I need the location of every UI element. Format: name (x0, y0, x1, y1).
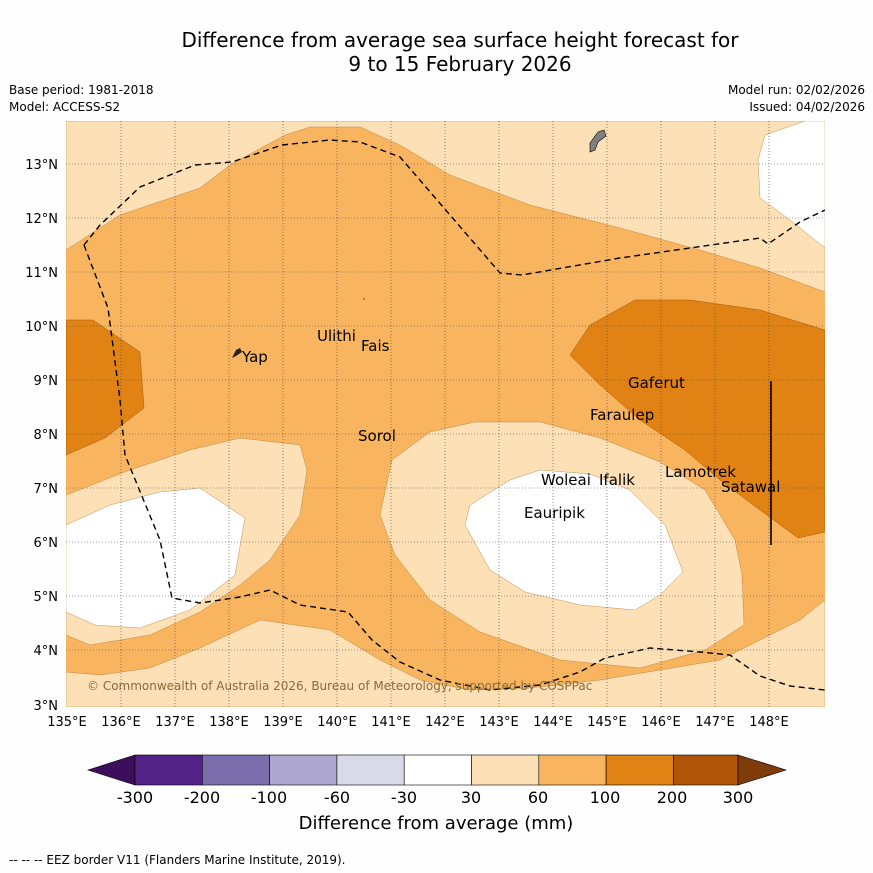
lon-label: 144°E (533, 715, 573, 730)
lat-label: 9°N (34, 374, 59, 389)
anomaly-30-60-south-strip (66, 599, 825, 707)
lon-label: 147°E (695, 715, 735, 730)
lon-label: 146°E (641, 715, 681, 730)
colorbar-swatch (269, 754, 338, 786)
model-run: Model run: 02/02/2026 (727, 83, 865, 97)
lat-label: 4°N (34, 644, 59, 659)
lat-label: 13°N (25, 158, 58, 173)
place-label-fais: Fais (361, 337, 390, 355)
place-label-yap: Yap (241, 348, 268, 366)
lon-label: 141°E (371, 715, 411, 730)
base-period: Base period: 1981-2018 (9, 83, 154, 97)
place-label-gaferut: Gaferut (628, 374, 685, 392)
lon-label: 136°E (101, 715, 141, 730)
lon-label: 139°E (263, 715, 303, 730)
colorbar-tick: -200 (184, 788, 220, 807)
place-label-faraulep: Faraulep (590, 406, 654, 424)
guam-island (589, 129, 607, 153)
eez-border-south (83, 244, 825, 691)
tiny-island (363, 298, 365, 300)
colorbar-swatch (605, 754, 674, 786)
place-label-lamotrek: Lamotrek (665, 463, 736, 481)
colorbar-tick: -60 (324, 788, 350, 807)
lon-label: 145°E (587, 715, 627, 730)
eez-footnote: -- -- -- EEZ border V11 (Flanders Marine… (9, 853, 346, 867)
colorbar-swatch (134, 754, 203, 786)
place-label-eauripik: Eauripik (524, 504, 585, 522)
lon-label: 138°E (209, 715, 249, 730)
lat-label: 3°N (34, 699, 59, 714)
lat-label: 12°N (25, 212, 58, 227)
lon-label: 143°E (479, 715, 519, 730)
colorbar-tick: -100 (251, 788, 287, 807)
place-label-satawal: Satawal (721, 478, 780, 496)
anomaly-low-southwest (66, 487, 246, 629)
title-line-1: Difference from average sea surface heig… (181, 28, 739, 52)
colorbar-extend-high (737, 754, 788, 786)
place-label-sorol: Sorol (358, 427, 396, 445)
lon-labels: 135°E 136°E 137°E 138°E 139°E 140°E 141°… (47, 715, 789, 730)
lat-label: 11°N (25, 266, 58, 281)
yap-island (232, 348, 242, 358)
place-label-ifalik: Ifalik (599, 471, 635, 489)
copyright-watermark: © Commonwealth of Australia 2026, Bureau… (87, 679, 592, 693)
colorbar-swatch (403, 754, 472, 786)
colorbar-tick: 300 (723, 788, 754, 807)
lat-label: 7°N (34, 482, 59, 497)
model-name: Model: ACCESS-S2 (9, 100, 121, 114)
lon-label: 142°E (425, 715, 465, 730)
anomaly-100-200-east (569, 299, 825, 539)
place-labels: Yap Ulithi Fais Sorol Gaferut Faraulep W… (241, 327, 780, 522)
issued-date: Issued: 04/02/2026 (749, 100, 865, 114)
lon-label: 135°E (47, 715, 87, 730)
colorbar-tick: 200 (657, 788, 688, 807)
colorbar-swatch (538, 754, 607, 786)
lat-labels: 13°N 12°N 11°N 10°N 9°N 8°N 7°N 6°N 5°N … (25, 158, 58, 714)
anomaly-30-60-north (66, 121, 825, 293)
colorbar-tick: -30 (391, 788, 417, 807)
lat-label: 10°N (25, 320, 58, 335)
title-line-2: 9 to 15 February 2026 (348, 52, 572, 76)
colorbar-swatch (673, 754, 739, 786)
colorbar-ticks: -300 -200 -100 -60 -30 30 60 100 200 300 (117, 788, 753, 807)
lon-label: 137°E (155, 715, 195, 730)
anomaly-100-200-west (66, 319, 145, 456)
colorbar-title: Difference from average (mm) (298, 813, 574, 834)
map-area (66, 121, 825, 707)
anomaly-low-central (464, 469, 684, 611)
colorbar-swatch (336, 754, 405, 786)
lat-label: 6°N (34, 536, 59, 551)
lon-label: 148°E (749, 715, 789, 730)
colorbar (87, 754, 788, 786)
lon-label: 140°E (317, 715, 357, 730)
lat-label: 8°N (34, 428, 59, 443)
colorbar-extend-low (87, 754, 136, 786)
place-label-ulithi: Ulithi (317, 327, 356, 345)
colorbar-tick: 100 (590, 788, 621, 807)
eez-border-north (83, 139, 825, 276)
colorbar-tick: -300 (117, 788, 153, 807)
colorbar-tick: 60 (528, 788, 548, 807)
place-label-woleai: Woleai (541, 471, 591, 489)
anomaly-low-northeast (757, 121, 825, 249)
grid (66, 121, 825, 707)
colorbar-swatch (202, 754, 270, 786)
colorbar-swatch (471, 754, 540, 786)
lat-label: 5°N (34, 590, 59, 605)
colorbar-tick: 30 (461, 788, 481, 807)
